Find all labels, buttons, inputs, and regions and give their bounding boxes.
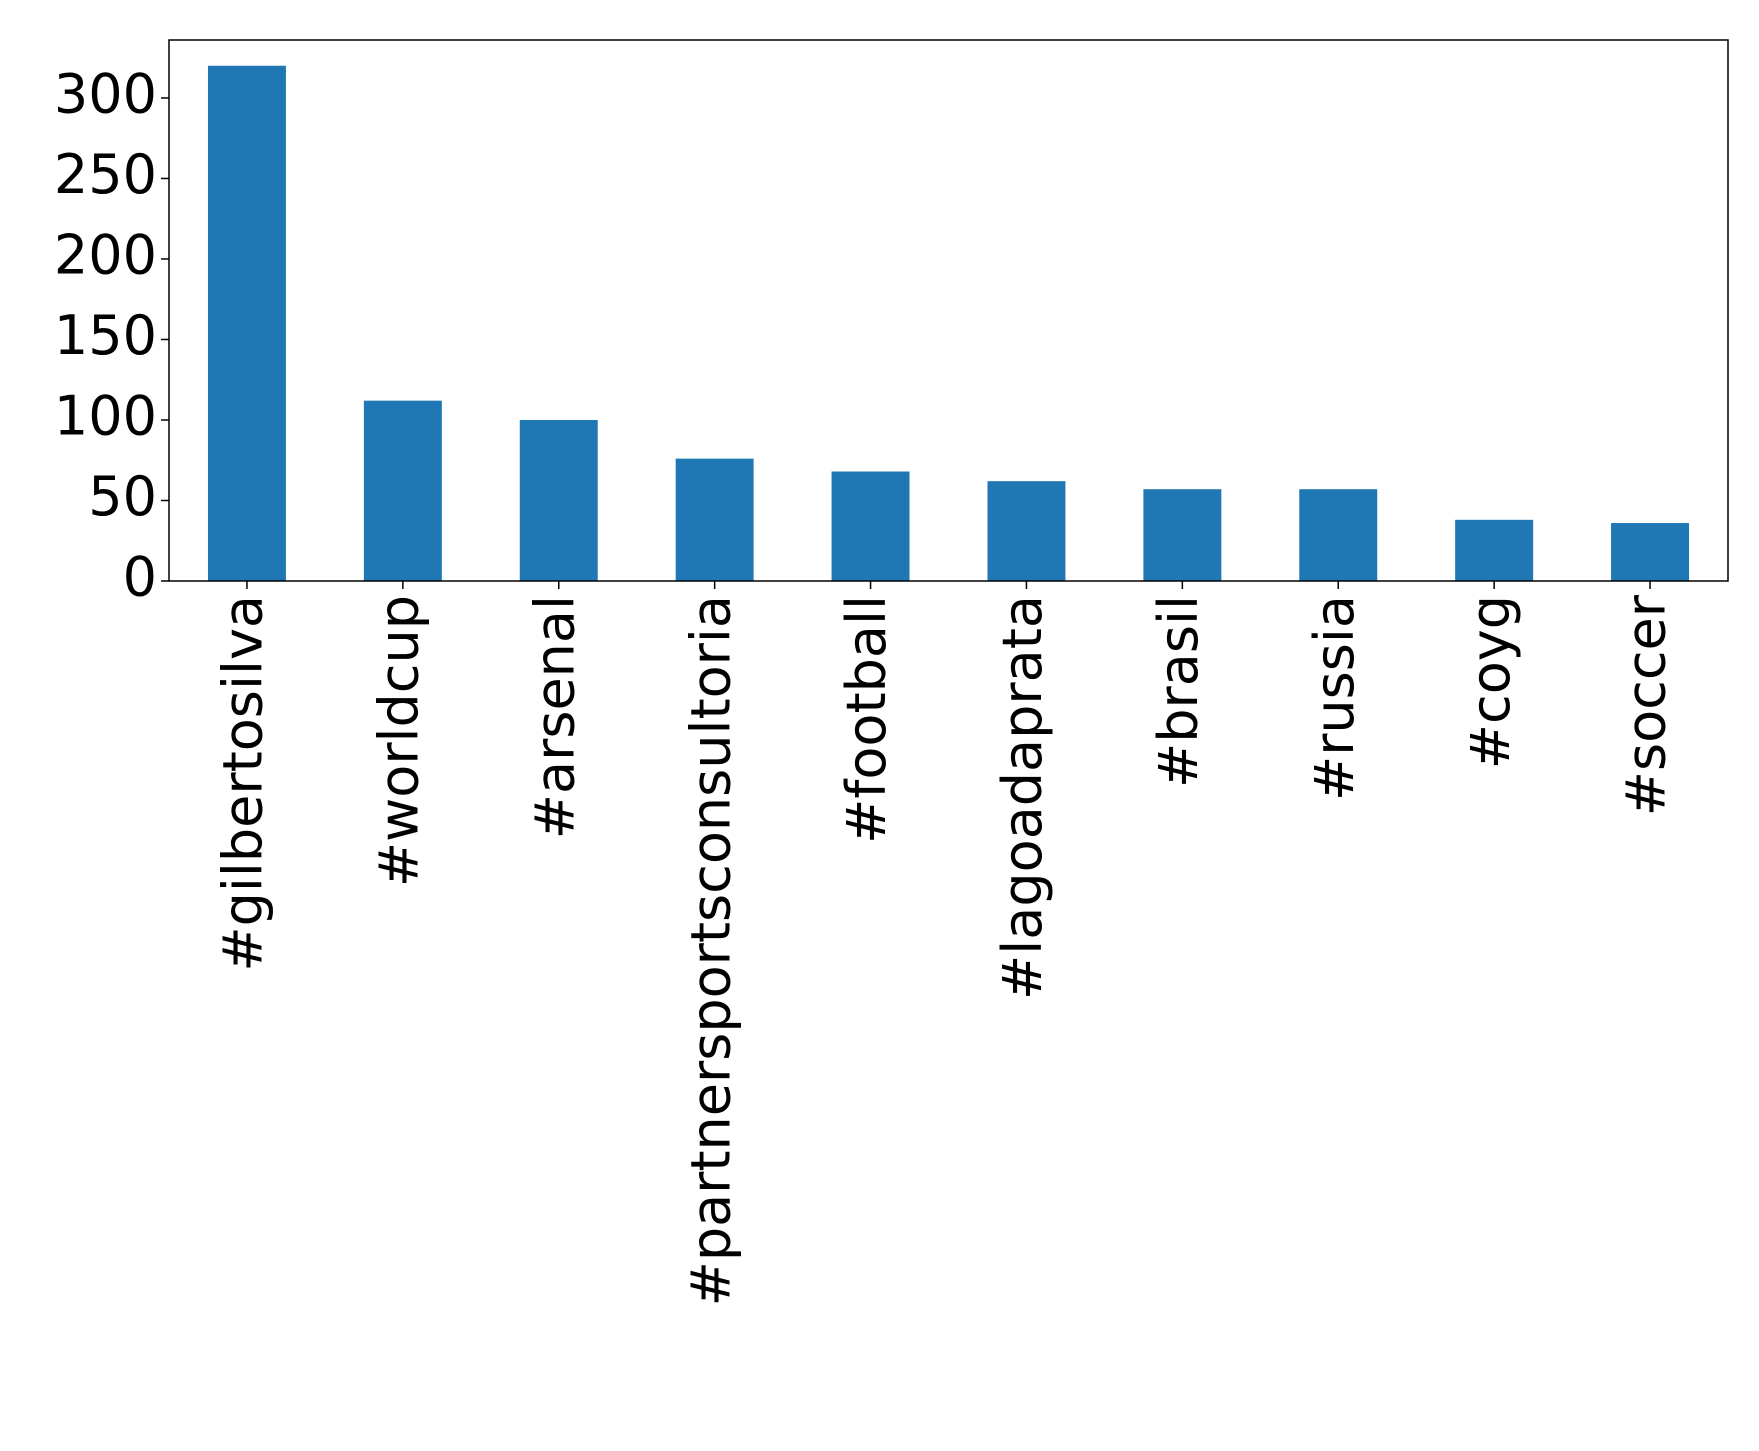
x-tick-label: #coyg bbox=[1459, 595, 1522, 769]
y-tick-label: 0 bbox=[123, 546, 157, 609]
y-tick-label: 150 bbox=[54, 304, 157, 367]
bar bbox=[1299, 489, 1378, 581]
x-tick-label: #soccer bbox=[1615, 594, 1678, 816]
y-tick-label: 300 bbox=[54, 63, 157, 126]
bar bbox=[207, 65, 286, 581]
bar bbox=[675, 458, 754, 581]
x-tick-label: #russia bbox=[1303, 595, 1366, 801]
bar bbox=[987, 481, 1066, 581]
bar bbox=[363, 400, 442, 581]
bar bbox=[1611, 523, 1690, 581]
x-tick-label: #football bbox=[835, 595, 898, 844]
y-tick-label: 50 bbox=[88, 465, 157, 528]
x-tick-label: #lagoadaprata bbox=[991, 595, 1054, 1000]
x-tick-label: #worldcup bbox=[367, 595, 430, 887]
x-tick-label: #arsenal bbox=[523, 595, 586, 839]
bar bbox=[1143, 489, 1222, 581]
bar bbox=[831, 471, 910, 581]
x-tick-label: #brasil bbox=[1147, 595, 1210, 788]
bar bbox=[1455, 519, 1534, 581]
y-tick-label: 100 bbox=[54, 385, 157, 448]
plot-frame bbox=[168, 39, 1729, 582]
y-tick-label: 250 bbox=[54, 143, 157, 206]
bar bbox=[519, 419, 598, 581]
x-tick-label: #gilbertosilva bbox=[212, 595, 275, 972]
y-tick-label: 200 bbox=[54, 224, 157, 287]
x-tick-label: #partnersportsconsultoria bbox=[679, 595, 742, 1306]
